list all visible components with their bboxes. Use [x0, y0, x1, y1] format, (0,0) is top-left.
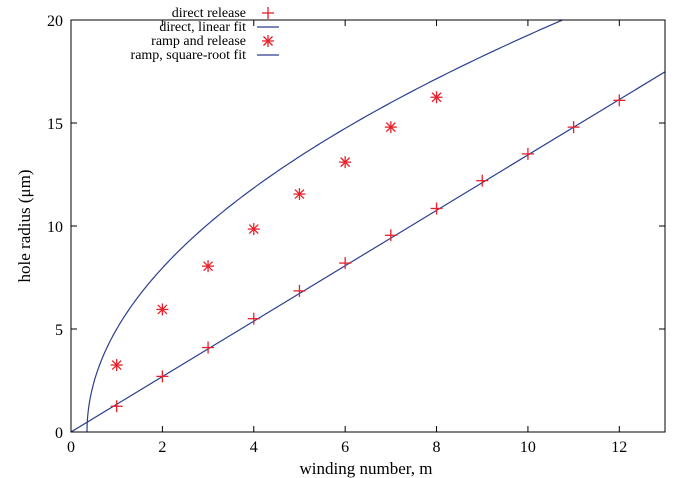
y-tick-label: 0 — [55, 425, 63, 442]
data-point-ramp — [247, 223, 260, 236]
legend-label: direct, linear fit — [159, 20, 246, 35]
data-point-direct — [430, 202, 443, 215]
legend-label: direct release — [172, 6, 246, 21]
data-point-direct — [567, 121, 580, 134]
data-point-ramp — [293, 188, 306, 201]
tick-labels: 0 2 4 6 8 10 12 0 5 10 15 20 — [47, 13, 627, 456]
plot-frame — [70, 19, 666, 433]
legend-marker-asterisk — [262, 35, 274, 47]
y-tick-label: 15 — [47, 116, 63, 133]
y-axis-label: hole radius (μm) — [15, 170, 34, 283]
x-tick-label: 12 — [611, 439, 627, 456]
x-tick-label: 4 — [250, 439, 258, 456]
data-point-ramp — [202, 260, 215, 273]
data-point-direct — [110, 400, 123, 413]
data-point-direct — [293, 284, 306, 297]
x-tick-label: 6 — [341, 439, 349, 456]
legend-marker-plus — [262, 7, 274, 19]
x-tick-label: 2 — [158, 439, 166, 456]
y-tick-label: 20 — [47, 13, 63, 30]
x-axis-label: winding number, m — [300, 459, 433, 478]
data-point-ramp — [110, 359, 123, 372]
data-point-direct — [476, 174, 489, 187]
x-tick-label: 0 — [67, 439, 75, 456]
data-point-direct — [339, 257, 352, 270]
fit-line — [71, 71, 665, 432]
data-markers — [110, 91, 626, 413]
data-point-direct — [521, 147, 534, 160]
data-point-ramp — [384, 121, 397, 134]
axis-ticks — [70, 19, 665, 433]
y-tick-label: 5 — [55, 322, 63, 339]
x-tick-label: 10 — [520, 439, 536, 456]
fit-line — [86, 20, 564, 432]
y-tick-label: 10 — [47, 219, 63, 236]
x-tick-label: 8 — [433, 439, 441, 456]
fit-lines — [71, 20, 665, 432]
legend-label: ramp, square-root fit — [131, 48, 247, 63]
data-point-ramp — [156, 303, 169, 316]
data-point-ramp — [430, 91, 443, 104]
data-point-direct — [613, 94, 626, 107]
data-point-direct — [384, 229, 397, 242]
data-point-direct — [156, 370, 169, 383]
data-point-ramp — [339, 156, 352, 169]
data-point-direct — [202, 341, 215, 354]
data-point-direct — [247, 312, 260, 325]
legend-label: ramp and release — [151, 34, 246, 49]
